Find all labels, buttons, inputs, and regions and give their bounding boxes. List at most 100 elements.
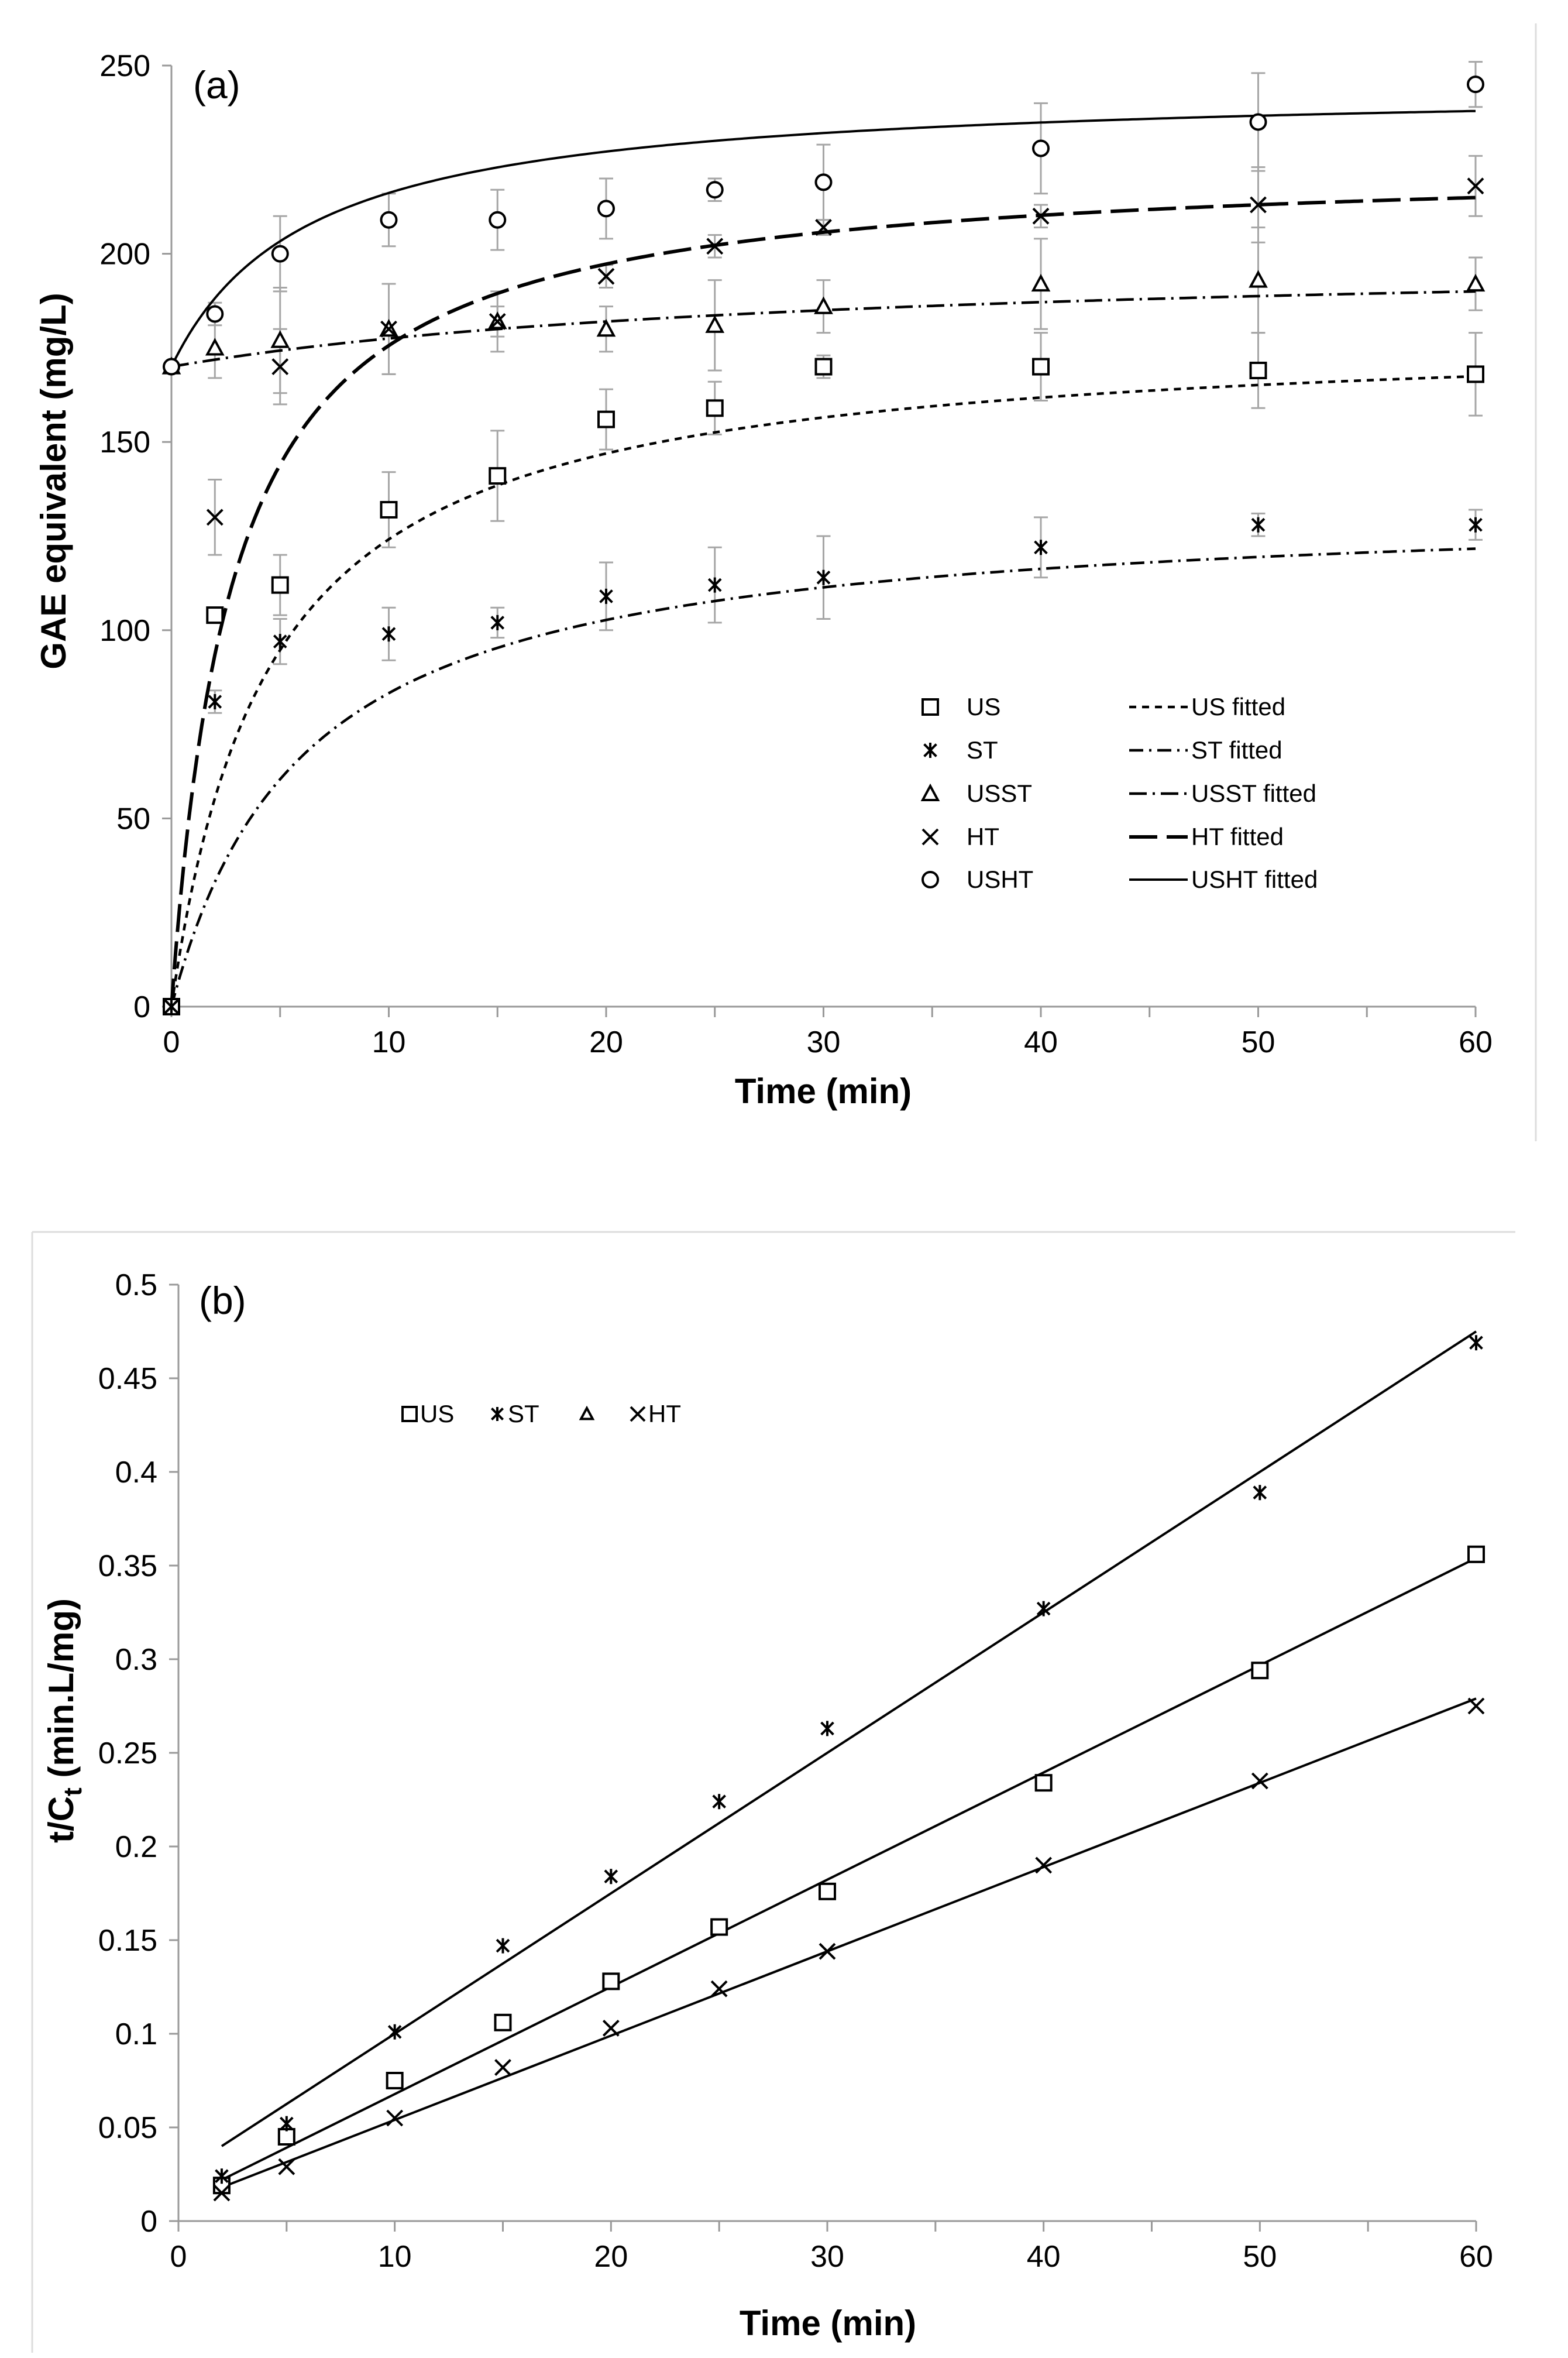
data-point-usht	[206, 305, 224, 323]
data-point-ht	[597, 267, 615, 285]
data-point-ht	[278, 2158, 295, 2175]
chart-b-panel-label: (b)	[199, 1279, 246, 1322]
chart-a-y-tick-label: 0	[133, 990, 150, 1024]
data-point-ht	[1251, 1772, 1268, 1790]
data-point-ht	[706, 238, 724, 255]
chart-a-y-tick-label: 100	[99, 614, 150, 648]
data-point-st	[208, 694, 222, 710]
fit-curve-us	[170, 375, 1476, 1007]
data-point-us	[602, 1972, 620, 1990]
legend-fit-label-usht: USHT fitted	[1191, 866, 1318, 893]
fit-line-us	[221, 1557, 1477, 2181]
data-point-us	[710, 1918, 728, 1936]
chart-b-x-tick-label: 20	[594, 2240, 628, 2274]
data-point-st	[816, 569, 831, 585]
chart-b-y-tick-label: 0.2	[115, 1830, 157, 1864]
data-point-us	[1467, 365, 1484, 383]
legend-fit-label-st: ST fitted	[1191, 736, 1282, 764]
data-point-ht	[380, 320, 397, 338]
data-point-usst	[270, 330, 290, 348]
chart-a-y-axis-title: GAE equivalent (mg/L)	[34, 293, 73, 669]
legend-fit-label-us: US fitted	[1191, 693, 1285, 720]
data-point-ht	[1032, 207, 1050, 225]
data-point-st	[490, 615, 505, 630]
chart-b-y-tick-label: 0.3	[115, 1643, 157, 1677]
data-point-ht	[1467, 1697, 1485, 1715]
data-point-us	[819, 1882, 836, 1900]
legend-label-usst: USST	[967, 780, 1032, 807]
chart-b-y-axis-title-main: t/C	[42, 1796, 81, 1843]
fit-line-st	[221, 1330, 1477, 2147]
data-point-st	[1469, 1335, 1483, 1351]
data-point-us	[380, 500, 398, 519]
data-point-us	[489, 467, 507, 485]
chart-a-x-tick-label: 10	[372, 1025, 406, 1059]
data-point-st	[712, 1794, 726, 1810]
data-point-st	[1251, 517, 1266, 533]
legend-label-us: US	[967, 693, 1000, 720]
chart-a-x-tick-label: 20	[589, 1025, 623, 1059]
data-point-st	[387, 2024, 402, 2040]
data-point-st	[215, 2168, 229, 2184]
data-point-ht	[819, 1942, 836, 1960]
chart-a-error-bars	[208, 61, 1483, 714]
data-point-us	[206, 606, 224, 624]
chart-a-data-points	[161, 75, 1486, 1015]
data-point-ht	[602, 2019, 620, 2037]
chart-a-x-axis-title: Time (min)	[735, 1072, 912, 1111]
chart-a-axes: 0 10 20 30 40 50 60 0 50 100 150 200 250	[99, 49, 1493, 1059]
legend-label-usht: USHT	[967, 866, 1033, 893]
chart-b-y-tick-label: 0.5	[115, 1268, 157, 1302]
data-point-st	[1469, 517, 1483, 533]
data-point-usht	[271, 245, 289, 263]
legend-fit-label-ht: HT fitted	[1191, 823, 1284, 850]
chart-a: 0 10 20 30 40 50 60 0 50 100 150 200 250 (a) Time (m…	[34, 49, 1493, 1111]
data-point-usst	[1249, 270, 1268, 288]
data-point-usst	[705, 315, 725, 333]
data-point-st	[381, 626, 396, 642]
data-point-ht	[494, 2059, 511, 2076]
chart-b-x-axis-title: Time (min)	[740, 2304, 916, 2343]
chart-b-fit-lines	[221, 1330, 1477, 2189]
data-point-usst	[814, 296, 833, 314]
legend-marker-ht	[921, 828, 939, 846]
data-point-st	[280, 2116, 294, 2132]
legend-marker-us	[401, 1406, 418, 1422]
data-point-usht	[163, 358, 180, 376]
data-point-us	[814, 358, 833, 376]
data-point-st	[707, 577, 722, 593]
fit-curve-st	[170, 547, 1476, 1007]
data-point-ht	[386, 2109, 404, 2127]
chart-b-y-tick-label: 0.35	[98, 1549, 157, 1583]
chart-a-y-tick-label: 250	[99, 49, 150, 83]
data-point-ht	[206, 509, 223, 526]
chart-a-y-tick-label: 200	[99, 238, 150, 272]
chart-b-legend: US ST HT	[401, 1400, 681, 1427]
chart-a-x-tick-label: 40	[1024, 1025, 1058, 1059]
chart-b-y-axis-title-units: (min.L/mg)	[42, 1598, 81, 1787]
data-point-st	[599, 588, 613, 604]
chart-b-y-tick-label: 0	[140, 2205, 157, 2239]
legend-marker-empty	[579, 1405, 595, 1420]
chart-b-y-tick-label: 0.05	[98, 2111, 157, 2145]
data-point-ht	[213, 2184, 231, 2202]
chart-b-axes: 0 10 20 30 40 50 60 0 0.05 0.1 0.15 0.2 0.25 0.3 0.35 0…	[98, 1268, 1493, 2274]
data-point-usht	[380, 211, 398, 229]
chart-a-x-tick-label: 60	[1459, 1025, 1493, 1059]
data-point-us	[1034, 1774, 1053, 1792]
legend-marker-st	[490, 1407, 504, 1421]
chart-a-x-tick-label: 30	[807, 1025, 841, 1059]
legend-label-st: ST	[967, 736, 998, 764]
chart-b-y-tick-label: 0.4	[115, 1456, 157, 1489]
chart-a-y-tick-label: 50	[116, 802, 150, 836]
legend-label-us: US	[420, 1400, 454, 1427]
data-point-st	[1034, 540, 1048, 555]
data-point-ht	[1035, 1856, 1053, 1874]
chart-a-y-tick-label: 150	[99, 425, 150, 459]
legend-marker-ht	[630, 1406, 646, 1422]
data-point-us	[494, 2013, 512, 2031]
chart-b-y-tick-label: 0.15	[98, 1924, 157, 1958]
chart-b-y-tick-label: 0.25	[98, 1736, 157, 1770]
